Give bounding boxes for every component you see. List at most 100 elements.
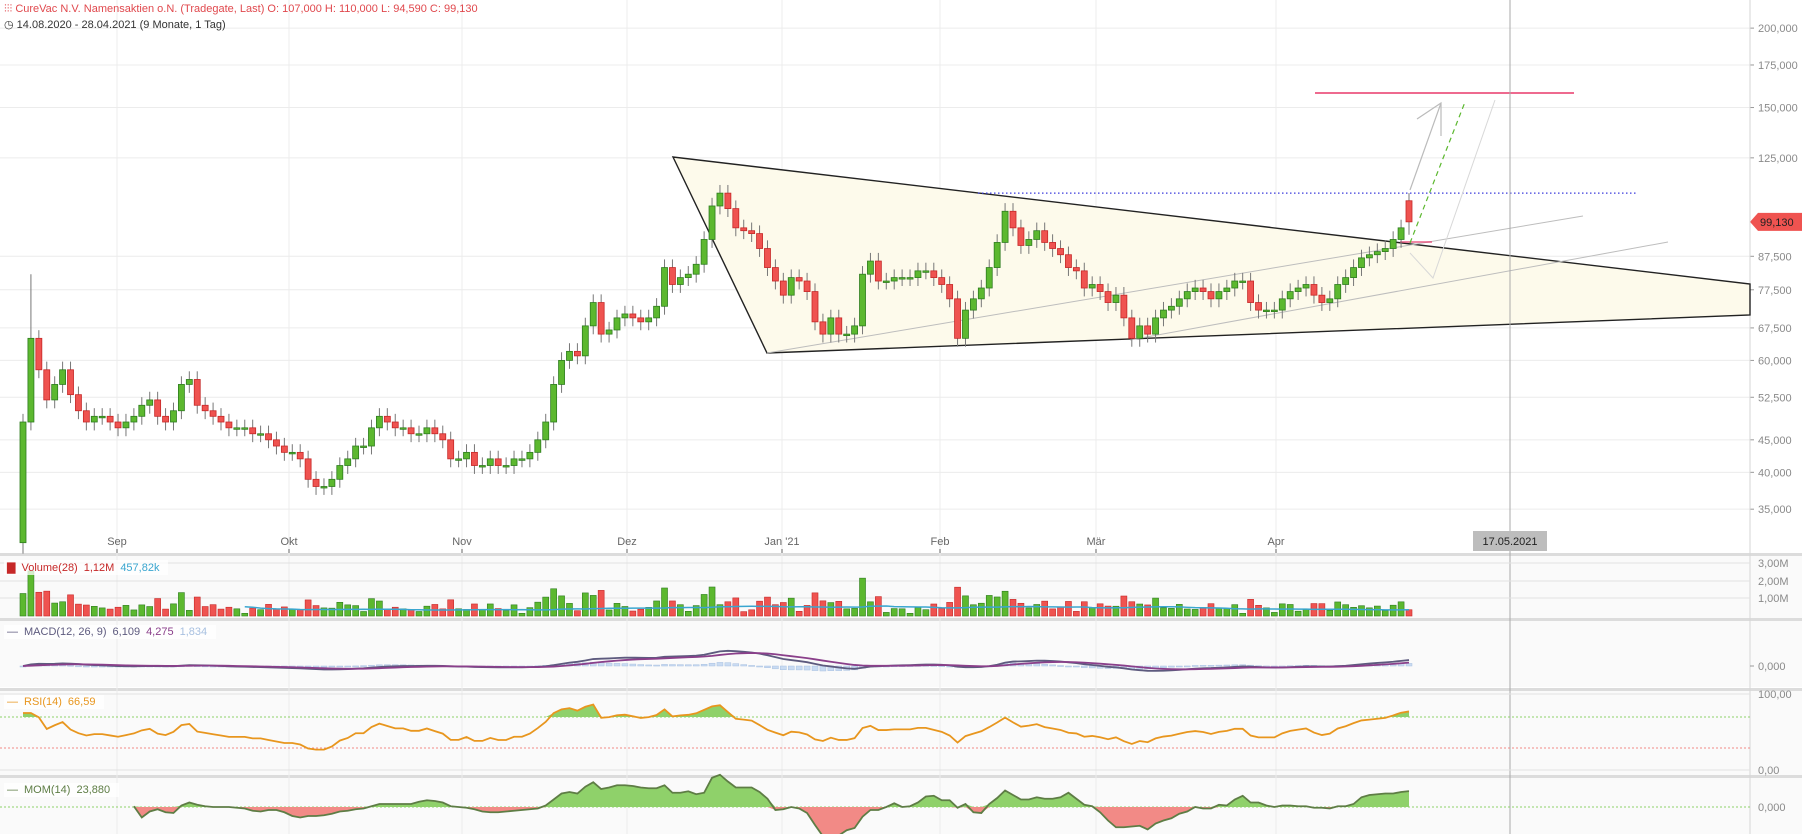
candle (344, 458, 352, 466)
candle (1009, 210, 1017, 229)
candle (90, 415, 98, 423)
candle (1223, 287, 1231, 292)
candle (431, 427, 439, 435)
candle (75, 394, 82, 412)
candle (249, 427, 257, 435)
candle (1191, 287, 1199, 292)
candle (906, 277, 914, 280)
candle (217, 415, 225, 423)
candle (962, 309, 969, 339)
candle (803, 280, 811, 292)
candle (574, 350, 581, 357)
clock-icon: ◷ (4, 19, 14, 31)
candle (209, 410, 217, 417)
svg-text:Sep: Sep (107, 536, 127, 548)
svg-text:60,000: 60,000 (1758, 355, 1792, 367)
candle (463, 451, 470, 460)
candle (922, 270, 930, 273)
candle (1294, 287, 1302, 292)
candle (67, 369, 74, 396)
candle (756, 233, 763, 249)
candle (669, 267, 676, 285)
candle (1381, 248, 1389, 252)
volume-legend[interactable]: ▇ Volume(28) 1,12M 457,82k (4, 560, 169, 575)
candle (43, 369, 51, 401)
candle (621, 313, 629, 319)
candle (304, 458, 312, 480)
candle (1080, 270, 1088, 289)
candle (241, 427, 249, 430)
candle (724, 192, 732, 210)
candle (645, 317, 653, 323)
svg-text:150,000: 150,000 (1758, 103, 1798, 115)
candle (288, 451, 296, 455)
candle (478, 465, 486, 468)
candle (502, 465, 510, 468)
candle (1057, 248, 1064, 256)
candle (1302, 284, 1310, 289)
candle (312, 478, 320, 487)
last-price-tag (1750, 212, 1802, 231)
candle (225, 421, 233, 429)
rsi-legend[interactable]: — RSI(14) 66,59 (4, 695, 105, 709)
candle (185, 379, 193, 385)
candle (130, 415, 138, 423)
candle (19, 421, 27, 544)
candle (146, 399, 154, 406)
candle (1389, 239, 1397, 249)
candle (1247, 280, 1254, 303)
svg-text:125,000: 125,000 (1758, 153, 1798, 165)
svg-text:0,000: 0,000 (1758, 802, 1786, 814)
crosshair-date: 17.05.2021 (1482, 536, 1537, 548)
candle (1136, 325, 1144, 339)
candle (296, 451, 304, 460)
candle (526, 451, 534, 460)
candle (35, 337, 43, 371)
candle (510, 458, 518, 466)
candle (1049, 242, 1056, 249)
candle (954, 298, 961, 339)
candle (1239, 280, 1247, 283)
candle (1199, 287, 1207, 292)
date-span: (9 Monate, 1 Tag) (139, 19, 226, 31)
svg-text:Dez: Dez (617, 536, 637, 548)
candle (874, 260, 882, 282)
candle (455, 458, 463, 461)
macd-legend[interactable]: — MACD(12, 26, 9) 6,109 4,275 1,834 (4, 625, 217, 639)
svg-text:99,130: 99,130 (1760, 217, 1794, 229)
candle (764, 248, 771, 268)
candle (1072, 267, 1080, 272)
candle (1120, 294, 1128, 319)
candle (154, 399, 162, 417)
line-icon: — (7, 696, 18, 708)
svg-text:67,500: 67,500 (1758, 323, 1792, 335)
candle (1183, 291, 1191, 300)
candle (201, 404, 209, 412)
svg-text:Jan '21: Jan '21 (764, 536, 799, 548)
candle (835, 317, 843, 335)
candle (637, 317, 645, 323)
bar-chart-icon: ▇ (7, 562, 16, 574)
candle (1096, 284, 1104, 292)
line-icon: — (7, 626, 18, 638)
indicator-icon[interactable]: ⫶⫶⫶ (4, 3, 13, 15)
candle (589, 302, 597, 327)
candle (280, 445, 288, 453)
candle (661, 267, 668, 307)
candle (383, 415, 391, 423)
mom-legend[interactable]: — MOM(14) 23,880 (4, 783, 120, 797)
candle (336, 465, 344, 480)
svg-text:40,000: 40,000 (1758, 467, 1792, 479)
candle (684, 273, 692, 278)
svg-text:Apr: Apr (1267, 536, 1284, 548)
candle (273, 439, 280, 447)
candle (1215, 291, 1223, 300)
candle (890, 277, 898, 282)
candle (98, 415, 106, 419)
candle (1310, 284, 1318, 296)
candle (518, 458, 526, 461)
candle (360, 445, 367, 448)
candle (1207, 291, 1215, 300)
date-range: ◷ 14.08.2020 - 28.04.2021 (9 Monate, 1 T… (4, 18, 226, 31)
